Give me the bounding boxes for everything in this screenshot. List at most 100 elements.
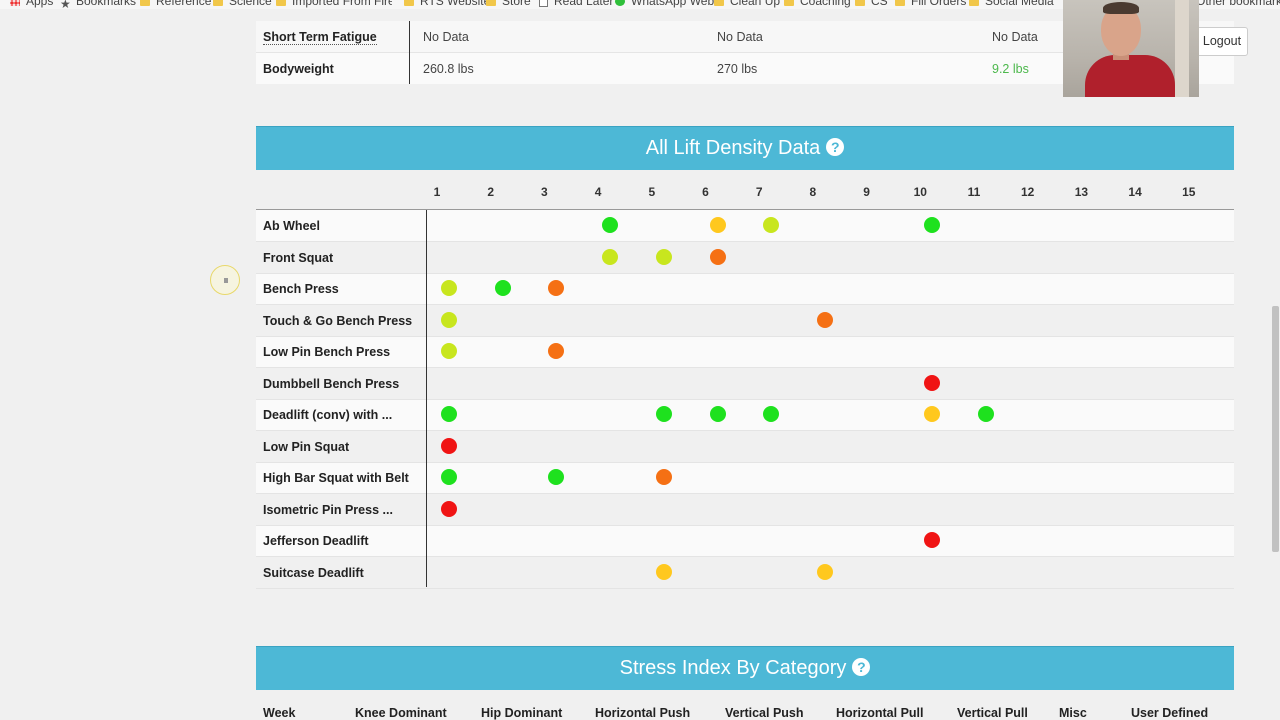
folder-icon <box>855 0 865 7</box>
bookmark-cs[interactable]: CS <box>855 0 888 8</box>
table-row: Touch & Go Bench Press <box>256 304 1234 337</box>
density-dot-lime[interactable] <box>602 248 619 265</box>
density-dot-green[interactable] <box>924 217 941 233</box>
density-dot-green[interactable] <box>978 406 994 422</box>
lift-name: High Bar Squat with Belt <box>263 471 409 485</box>
folder-icon <box>895 0 905 7</box>
bodyweight-label: Bodyweight <box>263 62 334 76</box>
column-header-hip-dominant: Hip Dominant <box>481 706 563 720</box>
webcam-person-hair <box>1103 2 1139 14</box>
scrollbar[interactable] <box>1271 9 1280 720</box>
density-dot-green[interactable] <box>655 406 672 422</box>
divider <box>426 210 427 587</box>
table-row: Deadlift (conv) with ... <box>256 399 1234 431</box>
bookmark-social-media[interactable]: Social Media <box>969 0 1054 8</box>
bookmark-rts-website[interactable]: RTS Website <box>404 0 490 8</box>
density-dot-lime[interactable] <box>763 217 780 233</box>
density-dot-red[interactable] <box>924 374 941 391</box>
density-dot-lime[interactable] <box>441 311 457 328</box>
bookmark-read-later[interactable]: Read Later <box>539 0 613 8</box>
density-dot-yellow[interactable] <box>924 406 941 422</box>
table-cell: No Data <box>717 30 763 44</box>
column-header-7: 7 <box>755 185 763 199</box>
table-cell: No Data <box>992 30 1038 44</box>
density-dot-green[interactable] <box>709 406 726 422</box>
density-dot-lime[interactable] <box>441 280 457 296</box>
lift-name: Isometric Pin Press ... <box>263 502 393 517</box>
bookmark-apps[interactable]: Apps <box>10 0 53 8</box>
bookmark-store[interactable]: Store <box>486 0 531 8</box>
density-dot-orange[interactable] <box>655 469 672 485</box>
density-dot-orange[interactable] <box>816 311 833 328</box>
lift-name: Suitcase Deadlift <box>263 565 364 580</box>
help-icon[interactable]: ? <box>826 138 845 156</box>
density-dot-green[interactable] <box>602 217 619 233</box>
density-dot-yellow[interactable] <box>816 563 833 580</box>
column-header-10: 10 <box>913 185 927 199</box>
column-header-3: 3 <box>541 185 548 199</box>
bookmark-reference[interactable]: Reference <box>140 0 211 8</box>
column-header-9: 9 <box>863 185 870 199</box>
density-dot-orange[interactable] <box>548 343 565 359</box>
table-row: Isometric Pin Press ... <box>256 493 1234 526</box>
stress-title: Stress Index By Category <box>619 657 847 679</box>
density-dot-green[interactable] <box>494 280 511 296</box>
folder-icon <box>213 0 223 7</box>
column-header-vertical-push: Vertical Push <box>725 706 804 720</box>
webcam-overlay <box>1063 0 1199 97</box>
folder-icon <box>404 0 414 7</box>
density-title: All Lift Density Data <box>645 137 821 159</box>
bookmark-coaching[interactable]: Coaching <box>784 0 851 8</box>
density-dot-red[interactable] <box>441 437 457 454</box>
column-header-12: 12 <box>1021 185 1035 199</box>
column-header-6: 6 <box>702 185 709 199</box>
bookmark-whatsapp-web[interactable]: WhatsApp Web <box>615 0 714 8</box>
column-header-13: 13 <box>1074 185 1089 199</box>
bookmark-bookmarks[interactable]: ★ Bookmarks <box>60 0 136 10</box>
help-icon[interactable]: ? <box>852 658 871 676</box>
column-header-1: 1 <box>433 185 441 199</box>
table-row: Low Pin Bench Press <box>256 336 1234 368</box>
density-dot-yellow[interactable] <box>655 563 672 580</box>
apps-icon <box>10 0 20 7</box>
logout-button[interactable]: Logout <box>1196 27 1248 56</box>
density-dot-green[interactable] <box>548 469 565 485</box>
bookmark-science[interactable]: Science <box>213 0 272 8</box>
table-row: Front Squat <box>256 241 1234 274</box>
density-dot-orange[interactable] <box>709 248 726 265</box>
density-dot-red[interactable] <box>441 500 457 517</box>
bookmark-imported-from-firefox[interactable]: Imported From Firefox <box>276 0 392 8</box>
column-header-2: 2 <box>487 185 495 199</box>
short-term-fatigue-label[interactable]: Short Term Fatigue <box>263 30 377 45</box>
whatsapp-icon <box>615 0 625 7</box>
webcam-person-body <box>1085 55 1175 97</box>
webcam-person-head <box>1101 6 1141 56</box>
table-cell: 260.8 lbs <box>423 62 474 76</box>
density-dot-red[interactable] <box>924 532 941 548</box>
lift-name: Jefferson Deadlift <box>263 534 369 548</box>
column-header-8: 8 <box>809 185 817 199</box>
folder-icon <box>276 0 286 7</box>
density-dot-lime[interactable] <box>441 343 457 359</box>
density-dot-green[interactable] <box>763 406 780 422</box>
folder-icon <box>969 0 979 7</box>
column-header-knee-dominant: Knee Dominant <box>355 706 447 720</box>
scrollbar-thumb[interactable] <box>1272 306 1279 552</box>
webcam-background <box>1175 0 1189 97</box>
density-header: All Lift Density Data? <box>256 126 1234 170</box>
density-dot-orange[interactable] <box>548 280 565 296</box>
table-row: Jefferson Deadlift <box>256 525 1234 557</box>
page-icon <box>539 0 548 8</box>
column-header-horizontal-push: Horizontal Push <box>595 706 691 720</box>
column-header-vertical-pull: Vertical Pull <box>957 706 1028 720</box>
column-header-11: 11 <box>967 185 981 199</box>
density-dot-yellow[interactable] <box>709 217 726 233</box>
bookmark-clean-up[interactable]: Clean Up <box>714 0 780 8</box>
lift-name: Low Pin Squat <box>263 439 350 454</box>
density-dot-green[interactable] <box>441 406 457 422</box>
density-dot-lime[interactable] <box>655 248 672 265</box>
column-header-misc: Misc <box>1059 706 1087 720</box>
density-dot-green[interactable] <box>441 469 457 485</box>
bookmark-fill-orders[interactable]: Fill Orders <box>895 0 966 8</box>
star-icon: ★ <box>60 0 71 10</box>
